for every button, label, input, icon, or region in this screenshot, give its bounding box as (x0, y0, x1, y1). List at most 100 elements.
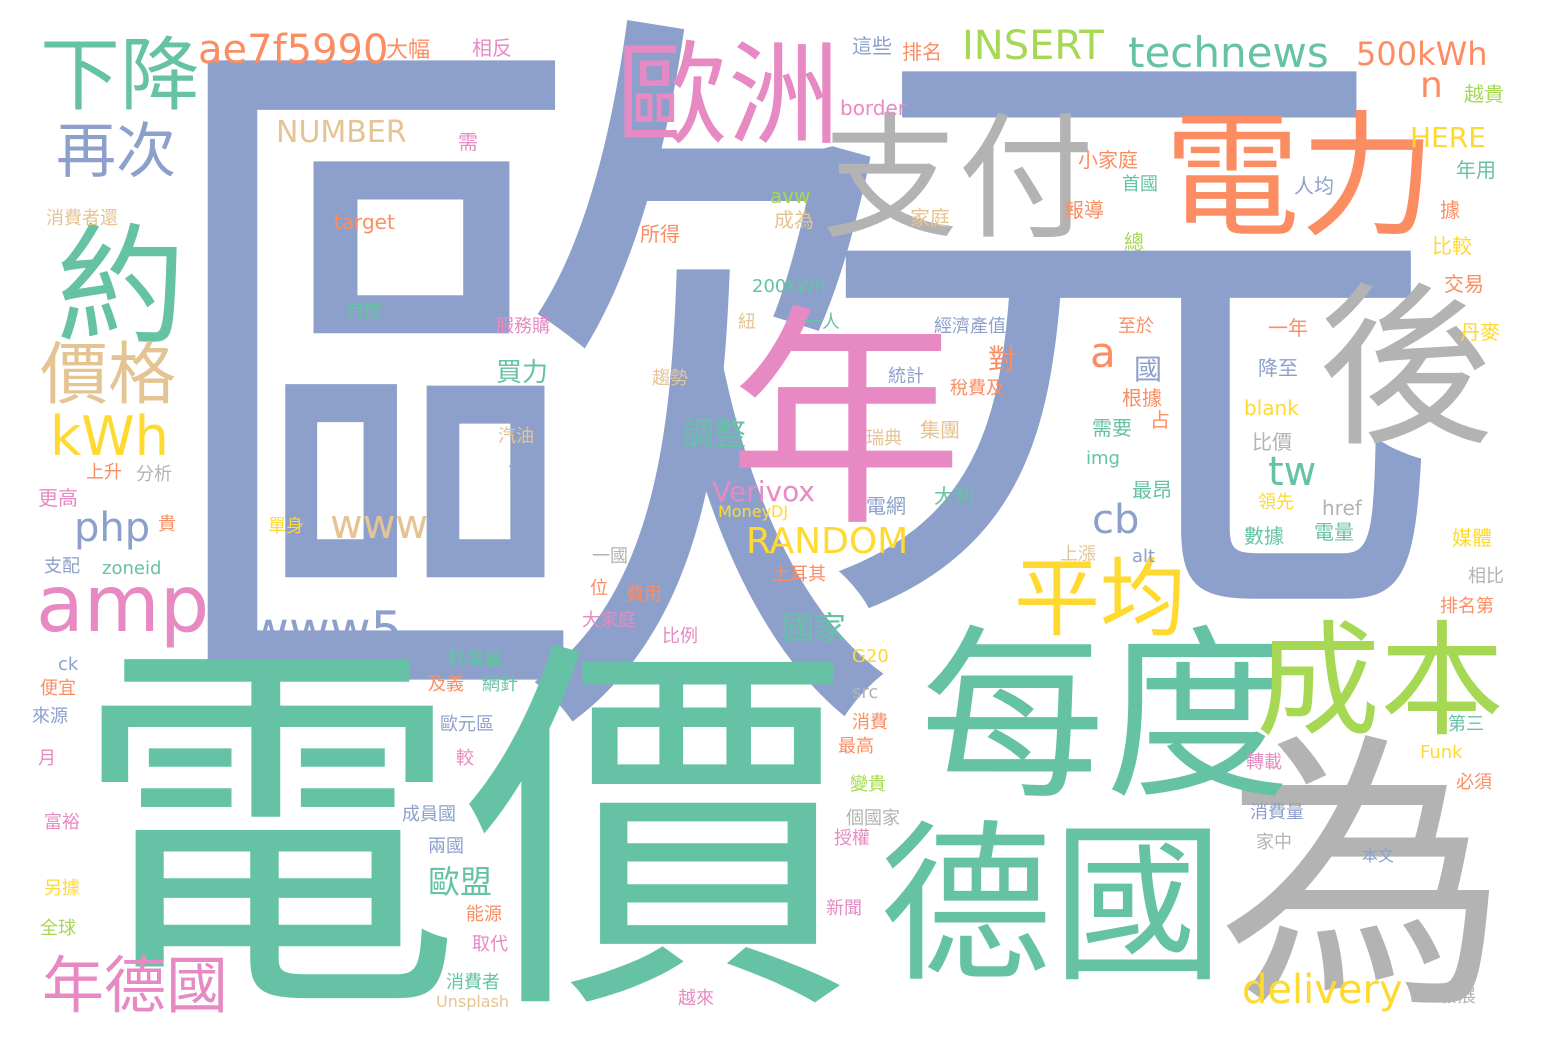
word-maili: 買力 (496, 358, 549, 388)
word-chengben: 成本 (1256, 610, 1505, 754)
word-ruidian: 瑞典 (866, 428, 902, 449)
word-verivox: Verivox (712, 475, 815, 508)
word-renjun: 人均 (1294, 174, 1334, 198)
word-dali: 大利 (934, 484, 974, 508)
word-moneydj: MoneyDJ (718, 502, 789, 521)
word-liangbei: 兩倍 (496, 394, 532, 415)
word-jiao: 較 (456, 748, 474, 769)
word-yue: 約 (56, 211, 187, 363)
word-fazhan: 發展 (1440, 986, 1476, 1007)
word-xiaofeiliang: 消費量 (1250, 802, 1304, 823)
word-oumeng: 歐盟 (428, 863, 493, 901)
word-ouyuanqu: 歐元區 (440, 714, 494, 735)
word-ae7f5990: ae7f5990 (198, 27, 389, 73)
word-jiating: 家庭 (910, 206, 950, 230)
word-insert: INSERT (962, 23, 1104, 69)
word-yiguo: 一國 (592, 546, 628, 567)
word-dianwang: 電網 (866, 494, 906, 518)
word-zuigao: 最高 (838, 736, 874, 757)
word-bili: 比例 (662, 626, 698, 647)
word-technews: technews (1128, 28, 1329, 77)
word-jingji: 經濟產值 (934, 316, 1006, 337)
word-a: a (1090, 328, 1116, 377)
word-meiti: 媒體 (1452, 526, 1492, 550)
word-random: RANDOM (746, 521, 909, 562)
word-shuifei: 稅費及 (950, 378, 1004, 399)
word-wangzhen: 網針 (482, 674, 518, 695)
word-laiyuan: 來源 (32, 706, 68, 727)
word-fuyu: 富裕 (44, 812, 80, 833)
word-jiangzhi: 降至 (1258, 356, 1298, 380)
word-shouguo: 首國 (1122, 174, 1158, 195)
word-zhan: 占 (1150, 408, 1170, 432)
word-niu: 紐 (738, 312, 756, 333)
word-zhexie: 這些 (852, 34, 892, 58)
word-avw: avw (770, 184, 811, 208)
word-jituan: 集團 (920, 418, 960, 442)
word-yuegui: 越貴 (1464, 82, 1504, 106)
word-jiaoyi: 交易 (1444, 272, 1484, 296)
word-xu: 需 (458, 130, 478, 154)
word-tuerqi: 土耳其 (772, 564, 826, 585)
word-liangguo: 兩國 (428, 836, 464, 857)
word-yuelai: 越來 (678, 988, 714, 1009)
word-qiyou: 汽油 (498, 426, 534, 447)
word-feiyong: 費用 (626, 584, 662, 605)
word-disan: 第三 (1448, 714, 1484, 735)
word-guojia: 國家 (782, 609, 847, 647)
word-paiming: 排名 (902, 40, 942, 64)
word-n: n (1420, 65, 1443, 106)
word-zuiang: 最昂 (1132, 478, 1172, 502)
word-xiaofeizhe: 消費者 (446, 972, 500, 993)
word-src: src (852, 682, 879, 703)
word-nengyuan: 能源 (466, 904, 502, 925)
word-yinian: 一年 (1268, 316, 1308, 340)
word-chengyuanguo: 成員國 (402, 804, 456, 825)
word-zong: 總 (1124, 230, 1144, 254)
word-xiajiang: 下降 (40, 29, 200, 122)
word-amp: amp (36, 560, 210, 650)
word-zhipei: 支配 (44, 556, 80, 577)
word-lingxian: 領先 (1258, 492, 1294, 513)
word-paimingdi: 排名第 (1440, 596, 1494, 617)
word-funk: Funk (1420, 742, 1463, 763)
word-bianyi: 便宜 (40, 678, 76, 699)
word-unsplash: Unsplash (436, 992, 510, 1011)
word-yiren: 一人 (804, 312, 840, 333)
word-cb: cb (1092, 497, 1140, 543)
word-yue2: 月 (38, 748, 56, 769)
word-alt: alt (1132, 546, 1156, 567)
word-ndeguo: 年德國 (42, 949, 229, 1022)
word-chengwei: 成為 (774, 208, 814, 232)
word-bijiao: 比較 (1432, 234, 1472, 258)
word-wei2: 位 (590, 578, 608, 599)
word-g20: G20 (852, 646, 889, 667)
word-xuyao: 需要 (1092, 416, 1132, 440)
word-jiyi: 及義 (428, 674, 464, 695)
word-guo: 國 (1134, 353, 1163, 386)
word-dui: 對 (988, 343, 1017, 376)
word-dianli: 電力 (1164, 99, 1436, 257)
word-zhiyu: 至於 (1118, 316, 1154, 337)
word-fenxi: 分析 (136, 464, 172, 485)
word-xinwen: 新聞 (826, 898, 862, 919)
word-qian: 前 (508, 460, 528, 484)
word-deguo: 德國 (880, 805, 1224, 1006)
word-www: www (330, 502, 429, 548)
word-www5: www5 (248, 601, 403, 659)
word-pingjun: 平均 (1014, 549, 1186, 649)
word-tongji: 統計 (888, 366, 924, 387)
word-genggao: 更高 (38, 486, 78, 510)
word-ju: 據 (1440, 198, 1460, 222)
word-zhuanzai: 轉載 (1246, 752, 1282, 773)
word-biangui: 變貴 (850, 774, 886, 795)
word-dajiating: 大家庭 (582, 610, 636, 631)
word-500kwh: 500kWh (1356, 35, 1488, 73)
word-here: HERE (1410, 121, 1486, 154)
word-tw: tw (1268, 449, 1317, 495)
word-yuan: 元 (808, 0, 1448, 710)
word-baodao: 報導 (1064, 198, 1104, 222)
word-blank: blank (1244, 396, 1299, 420)
word-xiaofeizhehai: 消費者還 (46, 208, 118, 229)
word-ou: 歐 (150, 0, 910, 840)
